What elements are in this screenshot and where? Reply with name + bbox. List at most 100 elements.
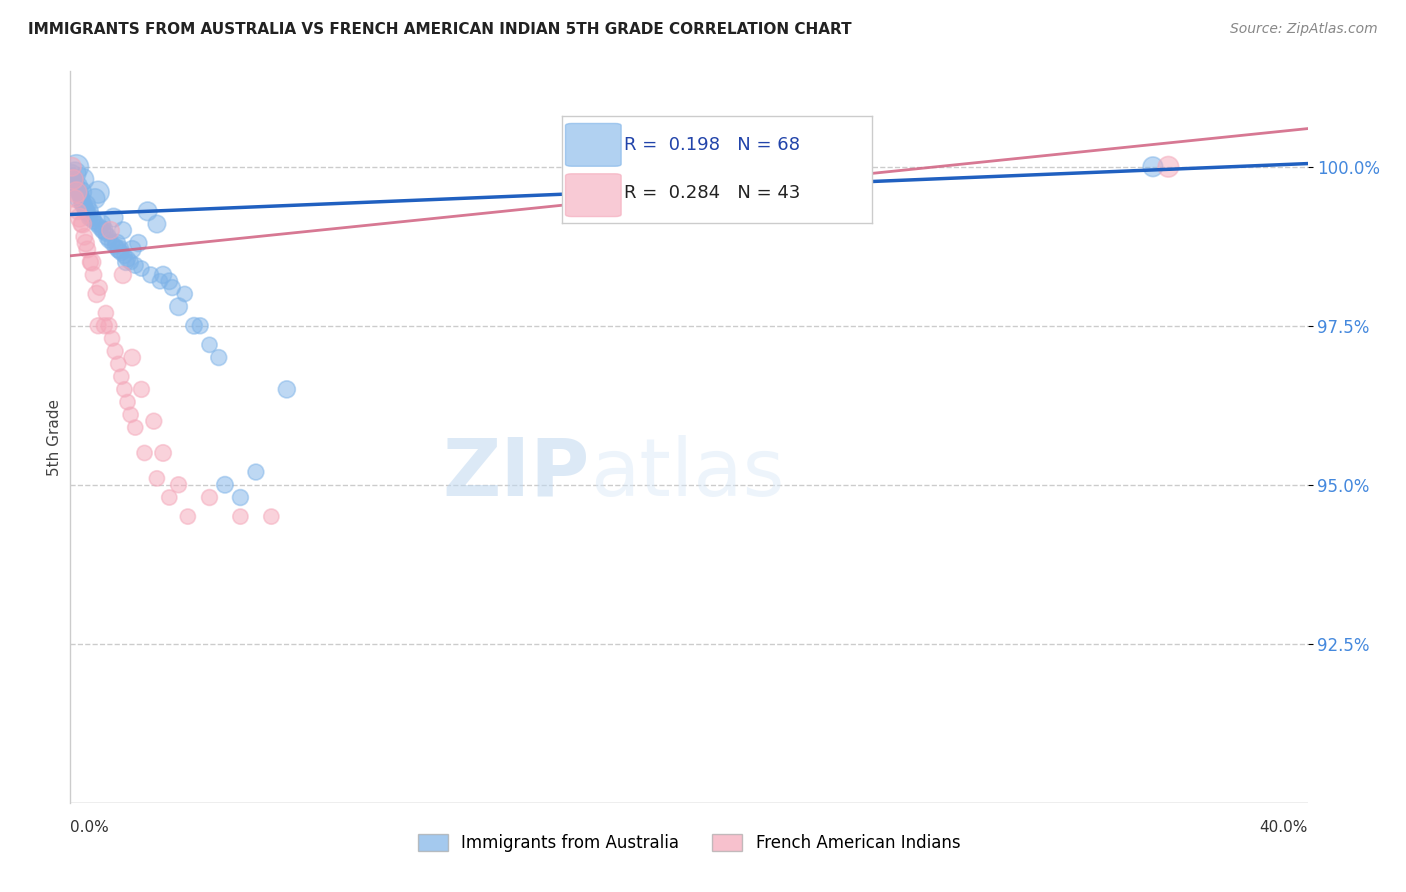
Point: [198, 491, 221, 505]
Point: [90, 217, 112, 231]
Point: [69, 211, 91, 225]
Point: [229, 491, 252, 505]
Point: [93, 318, 115, 333]
Point: [127, 236, 149, 251]
Point: [66, 182, 89, 196]
Legend: Immigrants from Australia, French American Indians: Immigrants from Australia, French Americ…: [409, 825, 969, 860]
Text: atlas: atlas: [591, 434, 785, 513]
Point: [124, 258, 146, 272]
Point: [111, 268, 134, 282]
Point: [146, 471, 169, 485]
Point: [67, 185, 90, 199]
Point: [67, 204, 90, 219]
Point: [70, 185, 93, 199]
Point: [60, 160, 83, 174]
Point: [117, 252, 139, 266]
Point: [63, 192, 86, 206]
Point: [65, 178, 87, 193]
Point: [157, 491, 180, 505]
Point: [79, 211, 101, 225]
Text: IMMIGRANTS FROM AUSTRALIA VS FRENCH AMERICAN INDIAN 5TH GRADE CORRELATION CHART: IMMIGRANTS FROM AUSTRALIA VS FRENCH AMER…: [28, 22, 852, 37]
Point: [208, 351, 231, 365]
Text: 40.0%: 40.0%: [1260, 820, 1308, 835]
Point: [162, 280, 184, 294]
Point: [65, 160, 87, 174]
Point: [101, 236, 124, 251]
Point: [146, 217, 169, 231]
Point: [124, 420, 146, 434]
Point: [72, 172, 94, 186]
Point: [131, 261, 153, 276]
Point: [62, 172, 84, 186]
Point: [107, 243, 129, 257]
Point: [98, 233, 120, 247]
Point: [77, 204, 100, 219]
Point: [94, 306, 117, 320]
FancyBboxPatch shape: [565, 123, 621, 166]
Point: [229, 509, 252, 524]
Point: [87, 318, 110, 333]
Point: [103, 211, 125, 225]
Point: [131, 383, 153, 397]
Text: Source: ZipAtlas.com: Source: ZipAtlas.com: [1230, 22, 1378, 37]
Point: [82, 268, 105, 282]
Point: [157, 274, 180, 288]
Point: [96, 229, 118, 244]
Point: [142, 414, 165, 428]
Y-axis label: 5th Grade: 5th Grade: [46, 399, 62, 475]
Point: [104, 344, 127, 359]
Point: [105, 236, 128, 251]
Text: R =  0.198   N = 68: R = 0.198 N = 68: [624, 136, 800, 153]
Point: [84, 192, 107, 206]
Point: [62, 169, 84, 184]
Point: [183, 318, 205, 333]
Point: [121, 351, 143, 365]
Point: [152, 446, 174, 460]
Point: [63, 166, 86, 180]
Point: [87, 185, 110, 199]
Point: [72, 198, 94, 212]
Point: [69, 188, 91, 202]
Point: [115, 255, 138, 269]
Point: [110, 245, 132, 260]
Point: [89, 220, 111, 235]
Point: [214, 477, 236, 491]
Point: [1157, 160, 1180, 174]
Point: [70, 194, 93, 209]
Point: [120, 408, 142, 422]
Point: [72, 217, 94, 231]
Point: [60, 166, 83, 180]
Point: [104, 239, 127, 253]
Point: [65, 185, 87, 199]
Point: [260, 509, 283, 524]
Point: [152, 268, 174, 282]
Point: [139, 268, 162, 282]
Point: [114, 383, 135, 397]
Point: [70, 217, 93, 231]
Point: [93, 223, 115, 237]
Point: [76, 243, 98, 257]
Point: [75, 201, 97, 215]
FancyBboxPatch shape: [565, 174, 621, 217]
Point: [173, 287, 195, 301]
Point: [136, 204, 159, 219]
Point: [114, 249, 135, 263]
Point: [82, 214, 105, 228]
Point: [80, 255, 103, 269]
Point: [117, 395, 139, 409]
Point: [101, 331, 124, 345]
Point: [77, 207, 100, 221]
Point: [134, 446, 156, 460]
Point: [1142, 160, 1164, 174]
Point: [108, 243, 131, 257]
Point: [100, 223, 122, 237]
Point: [69, 192, 91, 206]
Point: [111, 223, 134, 237]
Point: [276, 383, 298, 397]
Point: [86, 217, 108, 231]
Point: [198, 338, 221, 352]
Point: [75, 236, 97, 251]
Point: [75, 198, 97, 212]
Point: [188, 318, 211, 333]
Text: 0.0%: 0.0%: [70, 820, 110, 835]
